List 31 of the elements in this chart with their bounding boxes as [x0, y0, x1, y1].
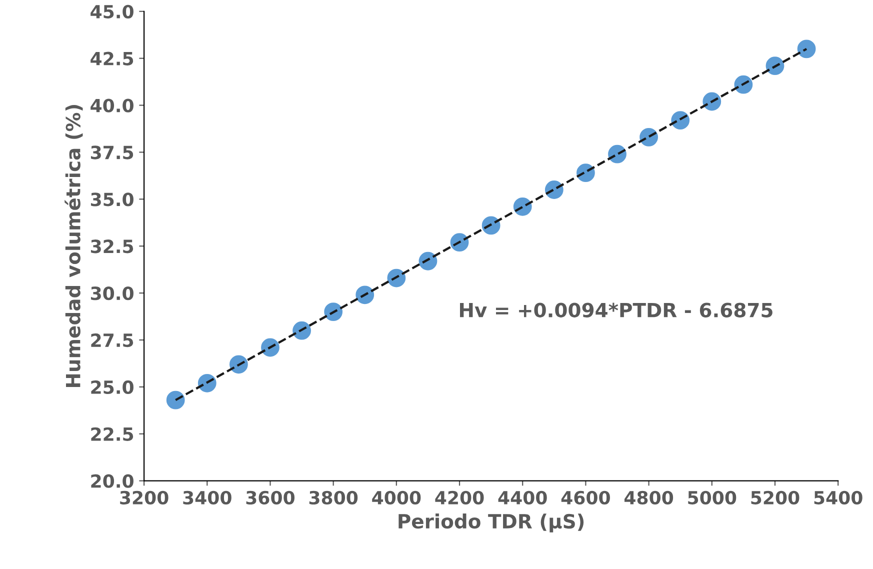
y-tick-label: 25.0: [91, 380, 134, 394]
point: [324, 302, 343, 322]
x-tick-label: 4800: [624, 490, 674, 505]
point: [797, 40, 816, 58]
x-tick-label: 3600: [246, 490, 294, 505]
point: [356, 286, 374, 304]
y-tick-label: 27.5: [91, 333, 134, 348]
y-tick-label: 35.0: [90, 192, 134, 206]
y-tick-label: 45.0: [90, 4, 134, 18]
y-tick-label: 32.5: [90, 240, 134, 254]
y-tick-label: 22.5: [91, 427, 134, 441]
y-tick-label: 37.5: [90, 146, 134, 160]
y-tick-label: 42.5: [90, 52, 134, 66]
x-tick-label: 5200: [751, 490, 800, 505]
x-tick-label: 4600: [561, 490, 610, 505]
x-axis-title: Periodo TDR (µS): [398, 514, 584, 532]
x-tick-label: 5000: [688, 490, 736, 505]
y-tick-label: 20.0: [91, 474, 134, 488]
x-tick-label: 3800: [309, 490, 358, 505]
y-tick-label: 40.0: [90, 98, 134, 112]
x-tick-label: 4400: [498, 490, 547, 505]
x-tick-label: 3200: [120, 490, 168, 505]
x-tick-label: 5400: [814, 490, 862, 505]
y-tick-label: 30.0: [90, 286, 134, 300]
y-axis-title: Humedad volumétrica (%): [64, 105, 83, 388]
point: [166, 390, 185, 410]
annotation: Hv = +0.0094*PTDR - 6.6875: [460, 302, 772, 318]
point: [766, 56, 784, 76]
x-tick-label: 4200: [435, 490, 484, 505]
x-tick-label: 3400: [183, 490, 232, 505]
x-tick-label: 4000: [372, 490, 421, 505]
